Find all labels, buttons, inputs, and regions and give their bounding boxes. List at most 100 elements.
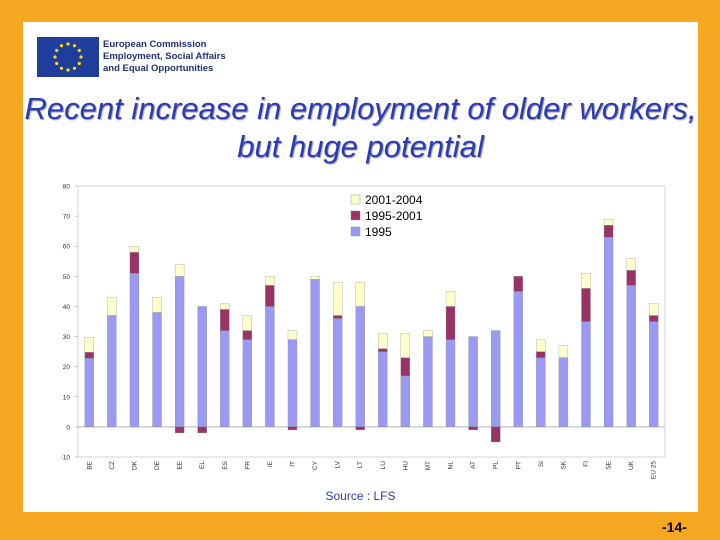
x-tick-label: UK xyxy=(628,460,635,470)
x-tick-label: HU xyxy=(402,461,409,471)
eu-star-icon xyxy=(55,48,59,53)
y-tick-label: 80 xyxy=(63,184,71,191)
bar-segment xyxy=(468,336,478,428)
bar-segment xyxy=(445,339,456,428)
x-tick-label: EL xyxy=(199,461,206,469)
org-line-3: and Equal Opportunities xyxy=(103,63,214,74)
bar-segment xyxy=(355,282,365,307)
legend-label: 2001-2004 xyxy=(365,193,423,207)
y-tick-label: 40 xyxy=(63,304,71,311)
eu-star-icon xyxy=(66,42,70,46)
bar-segment xyxy=(152,312,162,428)
bar-segment xyxy=(468,426,478,431)
bar-segment xyxy=(197,306,207,428)
plot-area xyxy=(77,185,666,458)
x-tick-label: ES xyxy=(222,460,229,469)
bar-segment xyxy=(626,270,636,286)
bar-segment xyxy=(603,224,614,238)
bar-segment xyxy=(513,291,523,428)
bar-segment xyxy=(400,333,411,358)
bar-segment xyxy=(626,285,636,428)
x-tick-label: EU 25 xyxy=(651,461,658,479)
bar-segment xyxy=(423,330,433,337)
bar-segment xyxy=(558,345,569,358)
legend-swatch xyxy=(350,210,361,221)
source-note: Source : LFS xyxy=(325,489,396,503)
x-tick-label: PL xyxy=(493,461,500,469)
bar-segment xyxy=(536,351,546,358)
x-tick-label: IT xyxy=(289,461,296,467)
bar-segment xyxy=(152,297,162,313)
bar-segment xyxy=(378,348,388,352)
bar-segment xyxy=(649,321,659,428)
bar-segment xyxy=(129,273,140,428)
bar-segment xyxy=(174,264,185,277)
bar-segment xyxy=(581,288,591,322)
bar-segment xyxy=(242,315,252,331)
bar-segment xyxy=(174,276,185,428)
y-tick-label: 50 xyxy=(63,274,71,281)
page-number: -14- xyxy=(662,519,687,535)
x-tick-label: MT xyxy=(425,461,432,470)
bar-segment xyxy=(129,252,140,274)
bar-segment xyxy=(287,426,298,431)
bar-segment xyxy=(536,339,546,352)
y-tick-label: 20 xyxy=(63,364,71,371)
slide-title: Recent increase in employment of older w… xyxy=(24,91,697,164)
bar-segment xyxy=(581,321,591,428)
x-tick-label: AT xyxy=(470,461,477,469)
bar-segment xyxy=(220,330,230,428)
bar-segment xyxy=(400,357,411,376)
bar-segment xyxy=(649,303,659,316)
bar-segment xyxy=(107,297,117,316)
bar-segment xyxy=(332,282,343,316)
bar-segment xyxy=(310,279,320,428)
bar-segment xyxy=(84,358,94,428)
bar-segment xyxy=(445,306,456,340)
bar-segment xyxy=(581,273,591,289)
x-tick-label: NL xyxy=(448,461,455,470)
eu-star-icon xyxy=(59,44,64,48)
eu-star-icon xyxy=(72,44,77,48)
bar-segment xyxy=(220,303,230,310)
eu-star-icon xyxy=(77,48,81,53)
bar-segment xyxy=(107,315,117,428)
y-tick-label: 70 xyxy=(63,214,71,221)
eu-star-icon xyxy=(55,61,59,66)
y-tick-label: -10 xyxy=(61,455,71,462)
bar-segment xyxy=(129,246,140,253)
x-tick-label: CZ xyxy=(109,461,116,470)
x-tick-label: FI xyxy=(583,461,590,467)
x-tick-label: PT xyxy=(515,461,522,469)
eu-star-icon xyxy=(66,68,70,72)
bar-segment xyxy=(265,276,275,286)
bar-segment xyxy=(332,315,343,319)
legend-swatch xyxy=(350,226,361,237)
bar-segment xyxy=(84,352,94,359)
eu-flag-icon xyxy=(37,37,99,77)
org-line-1: European Commission xyxy=(103,39,207,50)
legend-label: 1995 xyxy=(365,225,392,239)
bar-segment xyxy=(174,426,185,434)
bar-segment xyxy=(603,218,614,226)
x-tick-label: EE xyxy=(177,460,184,469)
bar-segment xyxy=(242,339,252,428)
y-tick-label: 10 xyxy=(63,394,71,401)
x-tick-label: DE xyxy=(154,460,161,470)
x-tick-label: SI xyxy=(538,461,545,467)
x-tick-label: IE xyxy=(267,460,274,467)
bar-segment xyxy=(378,351,388,428)
x-tick-label: CY xyxy=(312,460,319,470)
bar-segment xyxy=(355,426,365,431)
y-tick-label: 60 xyxy=(63,244,71,251)
eu-star-icon xyxy=(53,55,57,59)
bar-segment xyxy=(332,318,343,428)
bar-segment xyxy=(310,276,320,280)
x-tick-label: LT xyxy=(357,461,364,468)
eu-star-icon xyxy=(77,61,81,66)
bar-segment xyxy=(287,339,298,428)
bar-segment xyxy=(423,336,433,428)
bar-segment xyxy=(491,330,501,428)
bar-segment xyxy=(84,337,94,353)
bar-segment xyxy=(445,291,456,307)
